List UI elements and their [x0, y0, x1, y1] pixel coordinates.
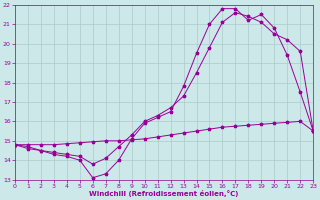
- X-axis label: Windchill (Refroidissement éolien,°C): Windchill (Refroidissement éolien,°C): [89, 190, 239, 197]
